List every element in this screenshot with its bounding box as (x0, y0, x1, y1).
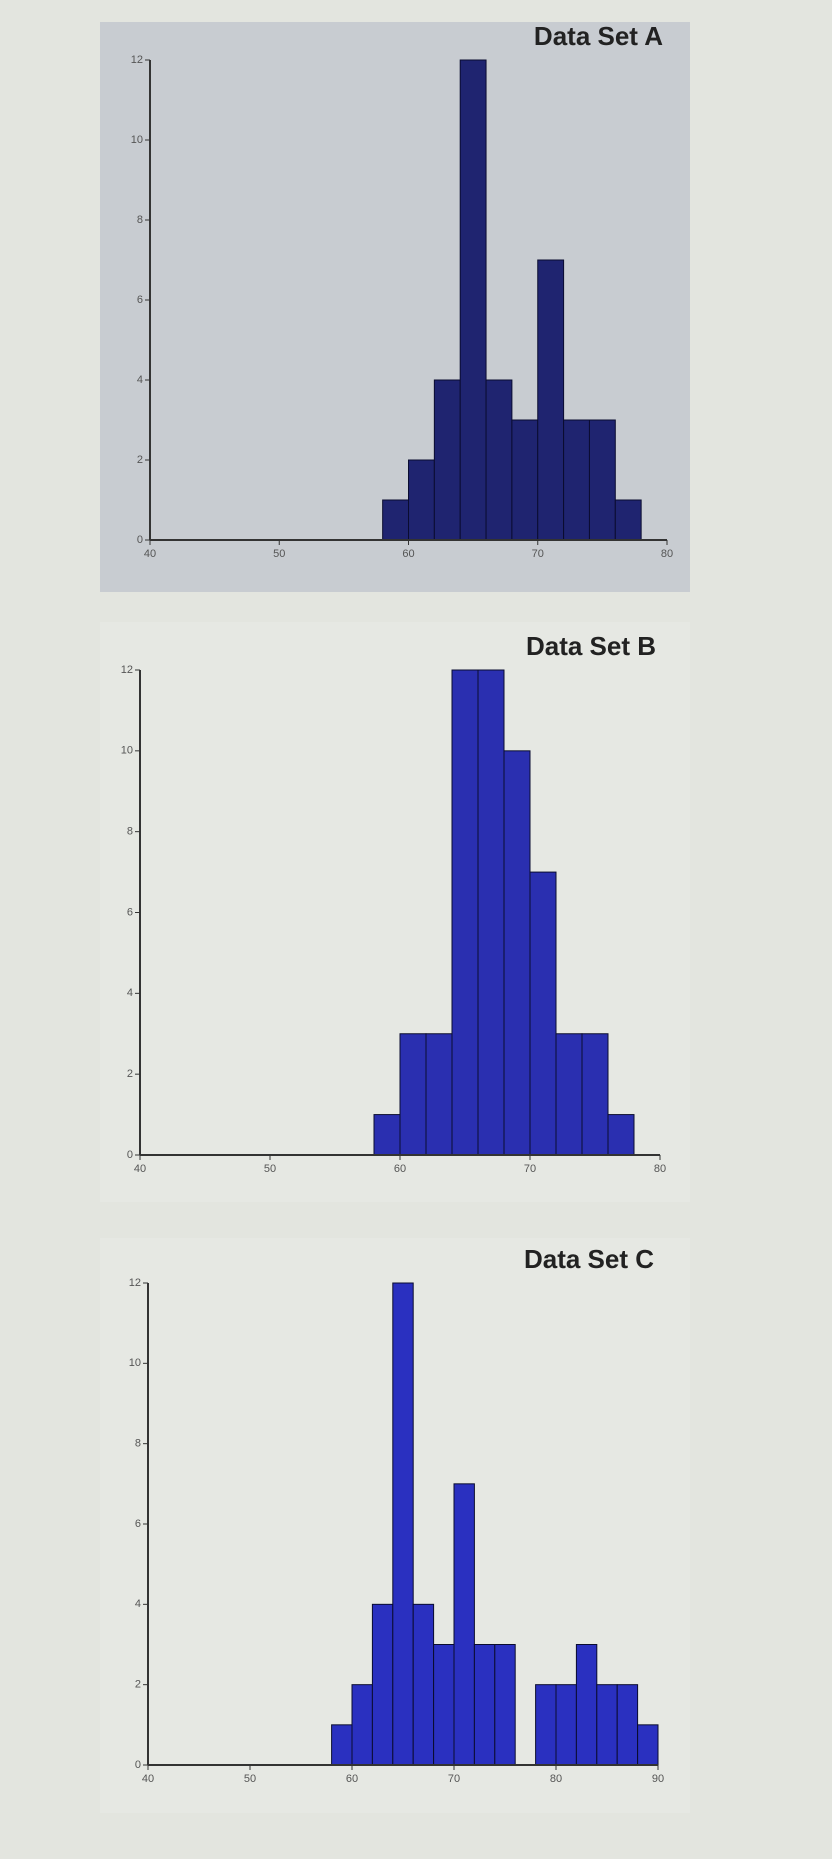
x-tick-label: 50 (273, 548, 285, 560)
y-tick-label: 8 (127, 826, 133, 838)
y-tick-label: 12 (129, 1277, 141, 1289)
bar (575, 1644, 598, 1766)
bar (473, 1644, 496, 1766)
x-tick-label: 80 (654, 1163, 666, 1175)
chart-title: Data Set C (524, 1244, 654, 1274)
y-tick-label: 0 (127, 1149, 133, 1161)
bar (555, 1033, 583, 1156)
bar (555, 1684, 577, 1766)
bar (412, 1603, 435, 1766)
bar (453, 1483, 475, 1766)
y-tick-label: 2 (127, 1068, 133, 1080)
x-tick-label: 60 (394, 1163, 406, 1175)
bar (382, 499, 409, 541)
y-tick-label: 4 (135, 1598, 141, 1610)
bar (637, 1724, 659, 1766)
y-tick-label: 6 (127, 906, 133, 918)
y-tick-label: 2 (135, 1679, 141, 1691)
y-tick-label: 10 (121, 745, 133, 757)
bar (433, 379, 461, 541)
y-tick-label: 12 (121, 664, 133, 676)
bar (581, 1033, 609, 1156)
x-tick-label: 40 (144, 548, 156, 560)
x-tick-label: 90 (652, 1773, 664, 1785)
x-tick-label: 60 (402, 548, 414, 560)
y-tick-label: 8 (137, 214, 143, 226)
bar (399, 1033, 427, 1156)
bar (425, 1033, 453, 1156)
x-tick-label: 50 (264, 1163, 276, 1175)
y-tick-label: 0 (137, 534, 143, 546)
y-tick-label: 10 (131, 134, 143, 146)
bar (373, 1114, 401, 1156)
x-tick-label: 70 (524, 1163, 536, 1175)
x-tick-label: 80 (550, 1773, 562, 1785)
bar (477, 669, 505, 1156)
bar (331, 1724, 353, 1766)
bar (614, 499, 642, 541)
x-tick-label: 80 (661, 548, 673, 560)
x-tick-label: 40 (134, 1163, 146, 1175)
bar (529, 871, 557, 1156)
y-tick-label: 4 (127, 987, 133, 999)
x-tick-label: 50 (244, 1773, 256, 1785)
bar (459, 59, 487, 541)
bar (563, 419, 590, 541)
bar (451, 669, 479, 1156)
bar (351, 1684, 373, 1766)
bar (616, 1684, 639, 1766)
chart-title: Data Set B (526, 631, 656, 661)
bar (511, 419, 539, 541)
y-tick-label: 12 (131, 54, 143, 66)
y-tick-label: 2 (137, 454, 143, 466)
bar (596, 1684, 618, 1766)
bar (503, 750, 531, 1156)
x-tick-label: 70 (448, 1773, 460, 1785)
y-tick-label: 6 (137, 294, 143, 306)
bar (392, 1282, 414, 1766)
bar (537, 259, 565, 541)
bar (494, 1644, 516, 1766)
x-tick-label: 40 (142, 1773, 154, 1785)
bar (607, 1114, 635, 1156)
bar (535, 1684, 557, 1766)
bar (371, 1603, 394, 1766)
y-tick-label: 4 (137, 374, 143, 386)
bar (408, 459, 435, 541)
x-tick-label: 70 (532, 548, 544, 560)
bar (433, 1644, 455, 1766)
x-tick-label: 60 (346, 1773, 358, 1785)
bar (588, 419, 616, 541)
chart-title: Data Set A (534, 21, 663, 51)
y-tick-label: 6 (135, 1518, 141, 1530)
y-tick-label: 0 (135, 1759, 141, 1771)
y-tick-label: 10 (129, 1357, 141, 1369)
bar (485, 379, 513, 541)
y-tick-label: 8 (135, 1438, 141, 1450)
